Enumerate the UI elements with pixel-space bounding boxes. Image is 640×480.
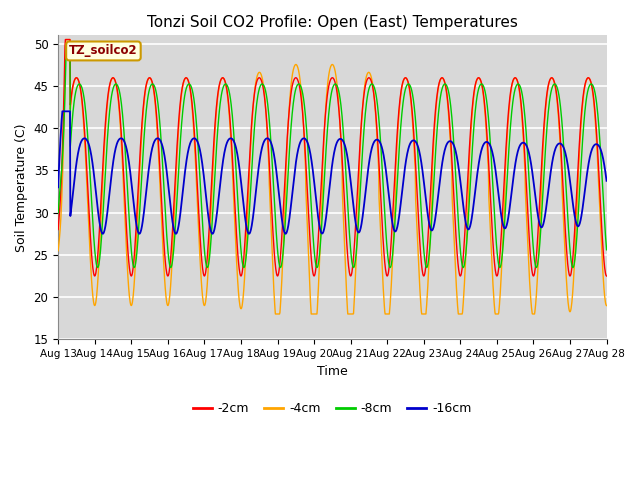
Title: Tonzi Soil CO2 Profile: Open (East) Temperatures: Tonzi Soil CO2 Profile: Open (East) Temp… <box>147 15 518 30</box>
Y-axis label: Soil Temperature (C): Soil Temperature (C) <box>15 123 28 252</box>
Legend: -2cm, -4cm, -8cm, -16cm: -2cm, -4cm, -8cm, -16cm <box>188 397 477 420</box>
Text: TZ_soilco2: TZ_soilco2 <box>69 45 138 58</box>
X-axis label: Time: Time <box>317 365 348 378</box>
